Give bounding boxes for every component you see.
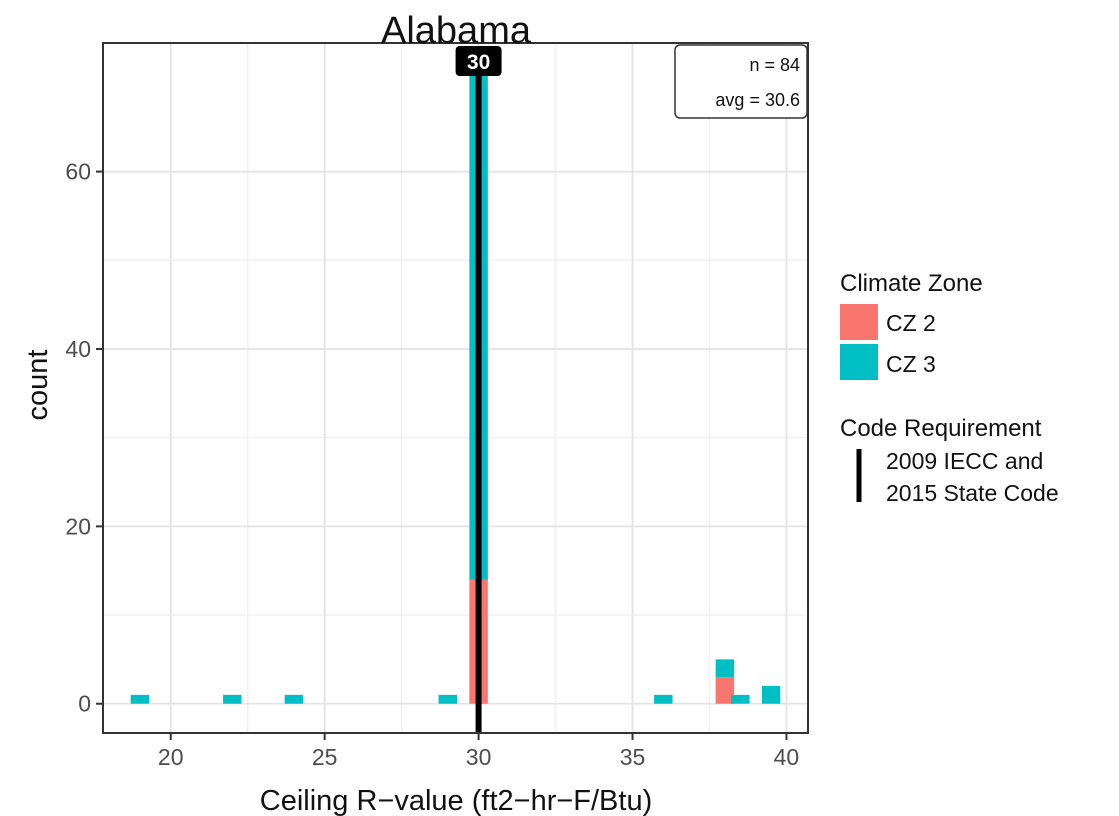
minor-gridlines (103, 43, 808, 733)
code-label-background (455, 46, 502, 76)
average-text: avg = 30.6 (715, 90, 800, 110)
bar-cz3-24 (284, 694, 304, 704)
bar-cz3-29 (438, 694, 458, 704)
histogram-bars (130, 74, 781, 704)
x-tick-label: 35 (620, 744, 646, 770)
summary-annotation: n = 84 avg = 30.6 (674, 44, 808, 119)
bar-cz3-39_5 (761, 685, 781, 704)
y-axis-ticks: 0 20 40 60 (65, 159, 103, 717)
legend-line-label-2: 2015 State Code (886, 480, 1059, 506)
sample-size-text: n = 84 (749, 55, 800, 75)
x-tick-label: 25 (312, 744, 338, 770)
major-gridlines (103, 43, 808, 733)
code-label-text: 30 (467, 51, 490, 74)
bar-cz3-38_5 (731, 694, 750, 704)
x-tick-label: 20 (158, 744, 184, 770)
legend: Climate Zone CZ 2 CZ 3 Code Requirement … (840, 270, 1059, 506)
y-tick-label: 20 (65, 513, 91, 539)
legend-swatch-cz3 (840, 344, 878, 380)
legend-line-label-1: 2009 IECC and (886, 448, 1043, 474)
legend-fill-title: Climate Zone (840, 270, 983, 297)
bar-cz3-22 (223, 694, 242, 704)
legend-label-cz2: CZ 2 (886, 310, 936, 336)
x-axis-label: Ceiling R−value (ft2−hr−F/Btu) (260, 785, 653, 816)
bar-cz2-38 (715, 677, 735, 704)
y-tick-label: 40 (65, 336, 91, 362)
y-axis-label: count (22, 350, 54, 421)
x-axis-ticks: 20 25 30 35 40 (158, 733, 799, 770)
x-tick-label: 30 (466, 744, 492, 770)
plot-panel-border (102, 42, 809, 734)
y-tick-label: 0 (78, 691, 91, 717)
code-requirement-label: 30 (455, 46, 502, 76)
bar-cz3-36 (654, 694, 673, 704)
y-tick-label: 60 (65, 159, 91, 185)
legend-swatch-cz2 (840, 304, 878, 340)
summary-annotation-box (674, 44, 808, 119)
bar-cz3-19 (130, 694, 150, 704)
legend-label-cz3: CZ 3 (886, 351, 936, 377)
legend-line-title: Code Requirement (840, 415, 1042, 442)
chart-title: Alabama (381, 10, 532, 52)
bar-cz3-38 (715, 659, 735, 678)
x-tick-label: 40 (774, 744, 800, 770)
